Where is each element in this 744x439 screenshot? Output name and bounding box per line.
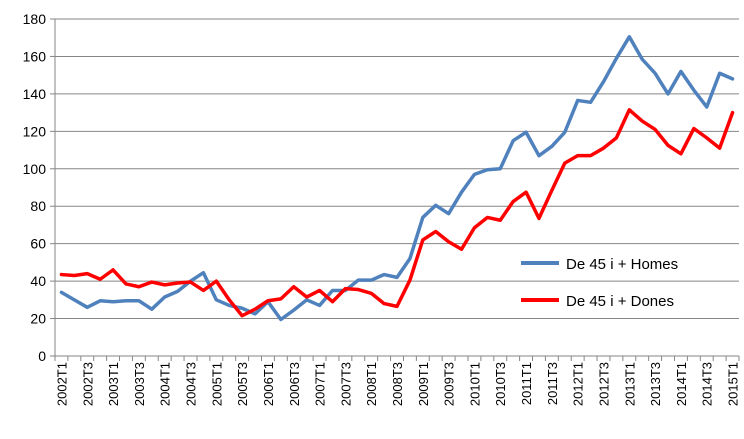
x-tick-label: 2011T3 (545, 362, 560, 405)
x-tick-label: 2012T1 (571, 362, 586, 406)
x-tick-label: 2012T3 (596, 362, 611, 406)
x-tick-label: 2004T1 (158, 362, 173, 406)
series-line-dones (59, 108, 735, 318)
x-tick-label: 2002T3 (80, 362, 95, 406)
x-tick-label: 2003T1 (106, 362, 121, 406)
x-tick-label: 2009T3 (442, 362, 457, 406)
series-line-homes (59, 35, 735, 322)
y-tick-label: 180 (23, 11, 47, 27)
x-tick-label: 2005T1 (209, 362, 224, 406)
series-lines (59, 35, 735, 322)
legend: De 45 i + Homes De 45 i + Dones (521, 256, 678, 310)
x-tick-label: 2010T3 (493, 362, 508, 406)
x-tick-label: 2006T1 (261, 362, 276, 406)
x-tick-label: 2004T3 (184, 362, 199, 406)
y-tick-label: 120 (23, 123, 47, 139)
grid-lines (55, 18, 739, 320)
legend-label-homes: De 45 i + Homes (566, 256, 678, 273)
y-tick-label: 100 (23, 161, 47, 177)
y-tick-label: 160 (23, 48, 47, 64)
x-tick-label: 2007T1 (313, 362, 328, 406)
y-tick-label: 0 (38, 348, 46, 364)
y-tick-label: 20 (30, 311, 46, 327)
x-tick-label: 2008T1 (364, 362, 379, 406)
x-tick-label: 2010T1 (467, 362, 482, 406)
x-axis-ticks: 2002T1 2002T3 2003T1 2003T3 2004T1 2004T3 2005… (54, 356, 741, 406)
x-tick-label: 2002T1 (54, 362, 69, 406)
legend-label-dones: De 45 i + Dones (566, 293, 674, 310)
x-tick-label: 2007T3 (338, 362, 353, 406)
x-tick-label: 2013T3 (648, 362, 663, 406)
x-tick-label: 2006T3 (287, 362, 302, 406)
x-tick-label: 2014T1 (674, 362, 689, 406)
y-tick-label: 80 (30, 198, 46, 214)
axes (54, 19, 739, 357)
y-tick-label: 140 (23, 86, 47, 102)
x-tick-label: 2013T1 (622, 362, 637, 406)
x-tick-label: 2008T3 (390, 362, 405, 406)
y-axis-ticks: 0 20 40 60 80 100 120 140 160 180 (23, 11, 55, 364)
x-tick-label: 2005T3 (235, 362, 250, 406)
x-tick-label: 2009T1 (416, 362, 431, 406)
y-tick-label: 60 (30, 236, 46, 252)
x-tick-label: 2014T3 (700, 362, 715, 406)
x-tick-label: 2015T1 (726, 362, 741, 406)
x-tick-label: 2003T3 (132, 362, 147, 406)
y-tick-label: 40 (30, 273, 46, 289)
x-tick-label: 2011T1 (519, 362, 534, 405)
